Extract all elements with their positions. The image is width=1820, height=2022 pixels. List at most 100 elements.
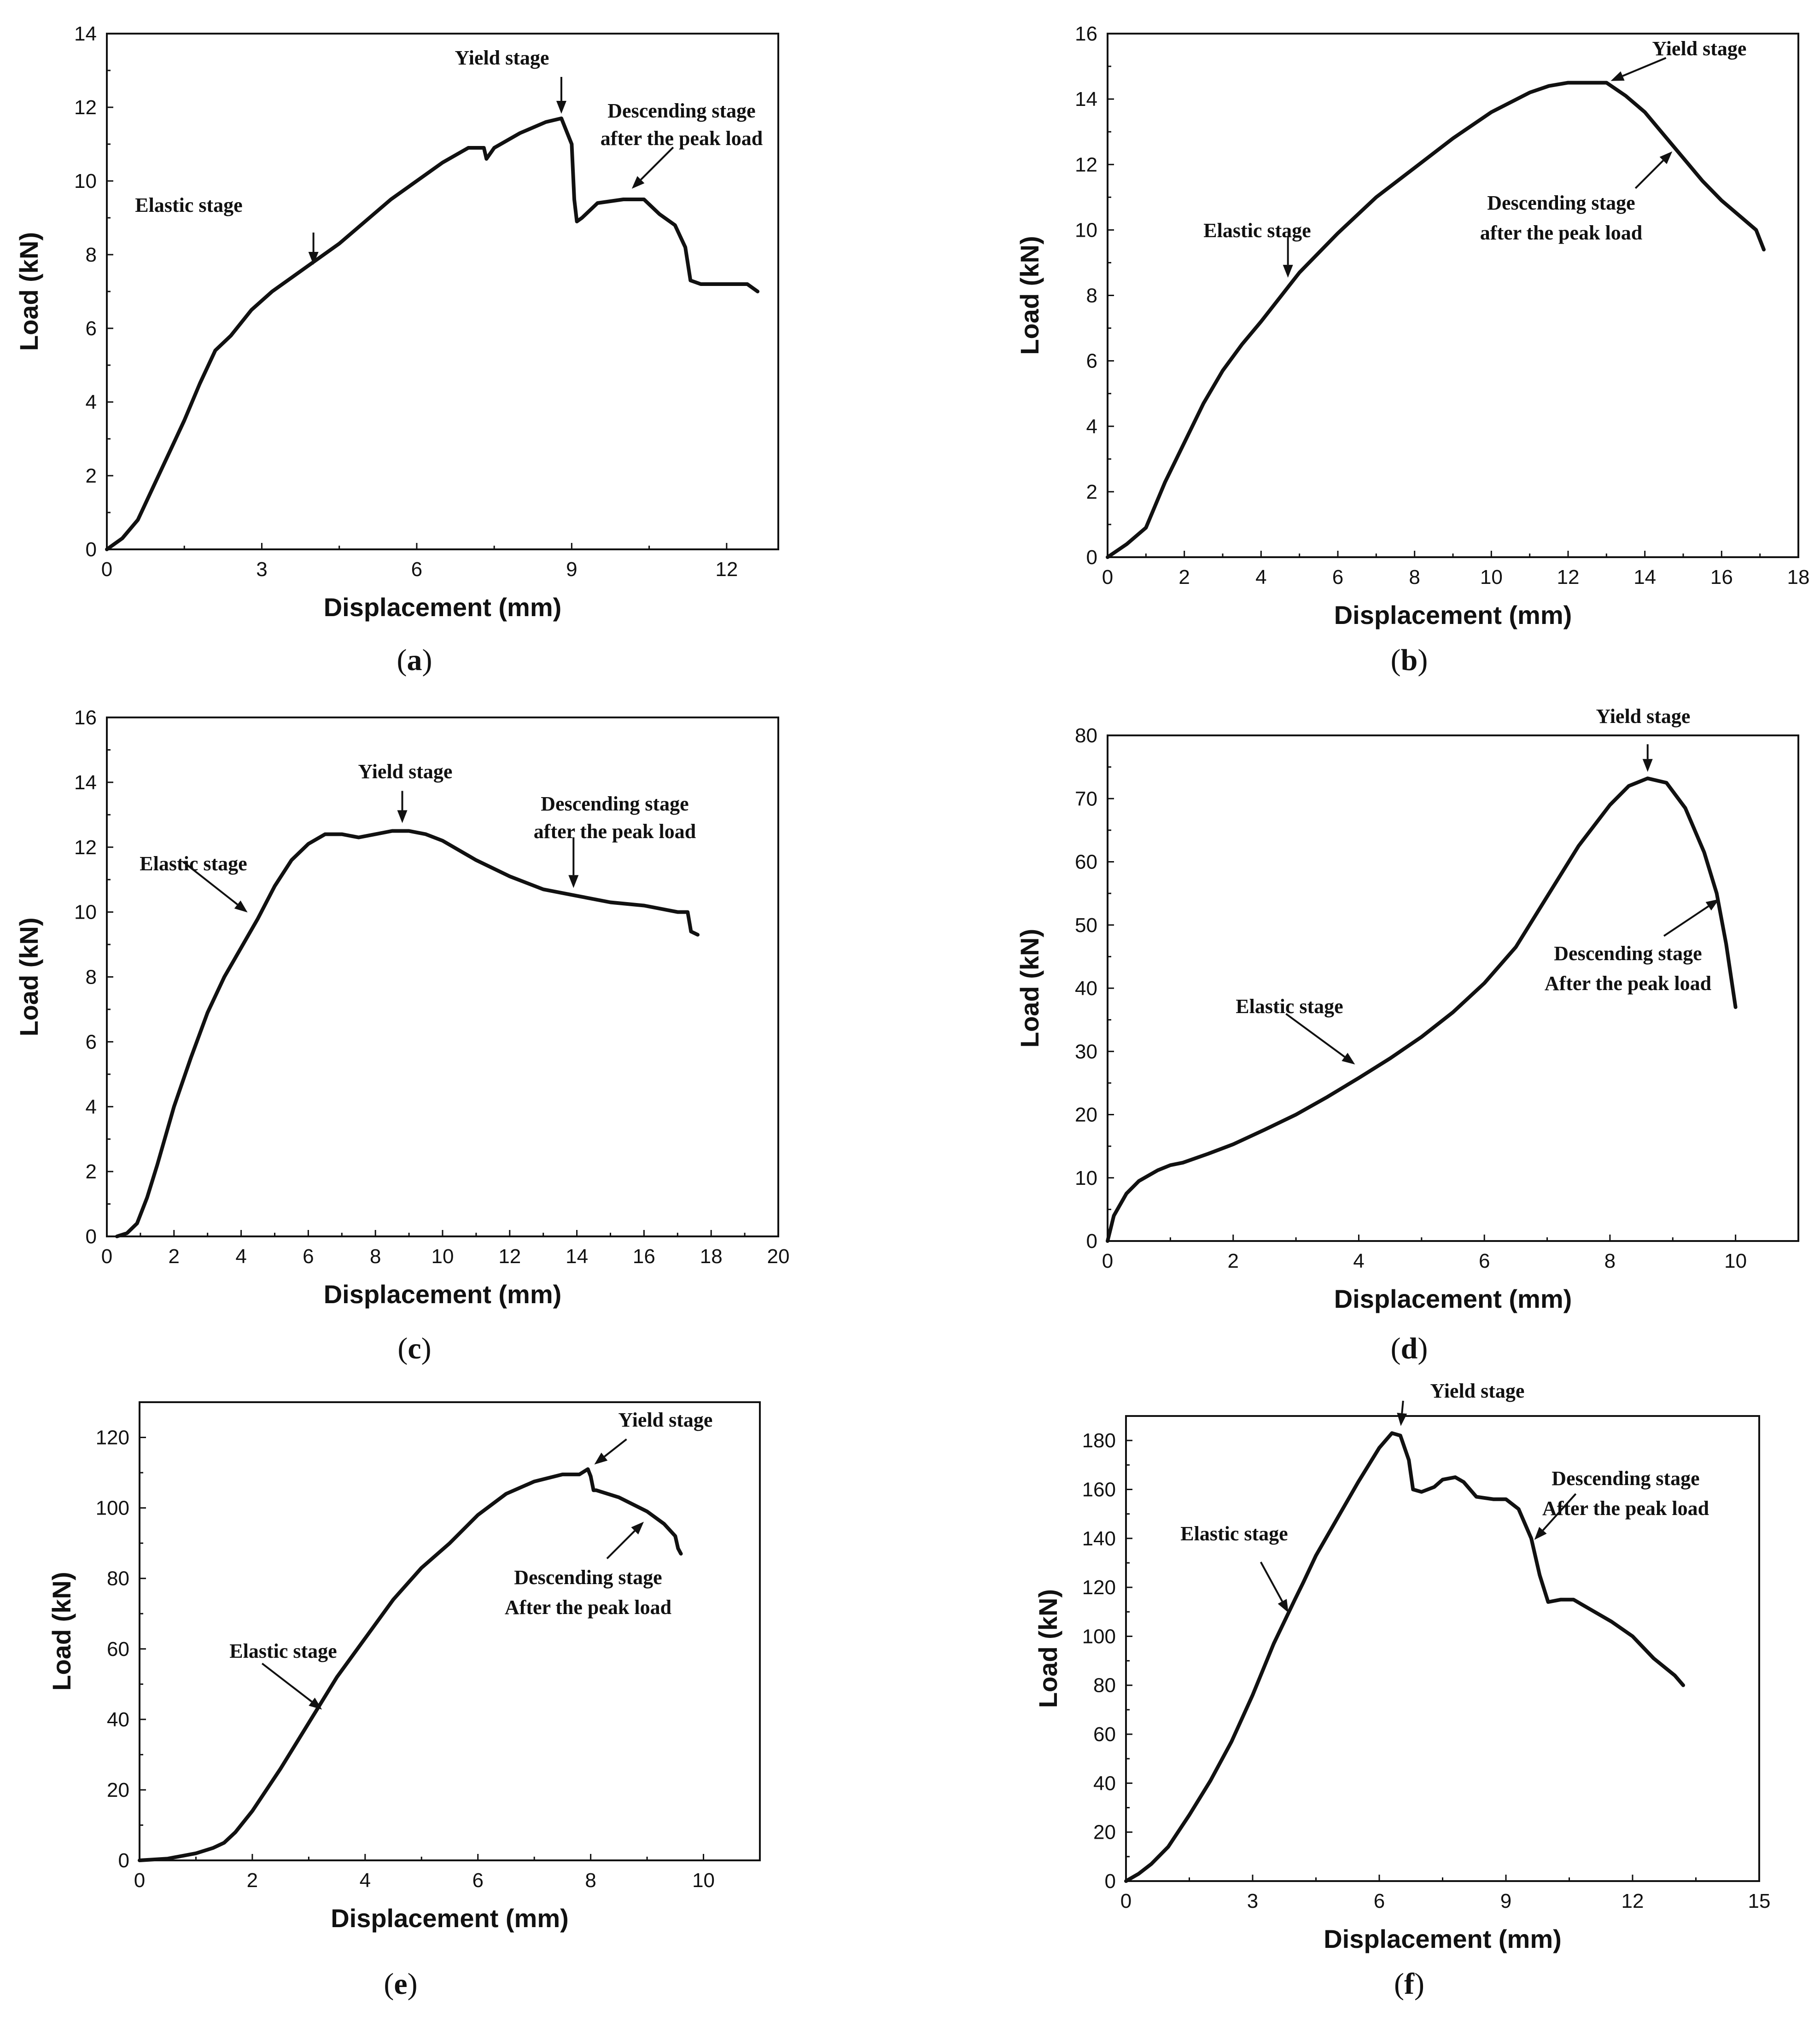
annotation-arrowhead [234,900,248,913]
y-tick-label: 40 [107,1708,129,1731]
x-tick-label: 4 [1255,566,1266,589]
annotation-arrowhead [1283,265,1293,278]
annotation-arrowhead [309,1697,322,1710]
x-tick-label: 12 [715,558,738,581]
x-tick-label: 8 [585,1869,596,1892]
y-axis-label: Load (kN) [1015,929,1044,1048]
annotation-label-line2: after the peak load [534,820,696,843]
y-tick-label: 6 [1086,350,1097,373]
x-tick-label: 6 [411,558,422,581]
y-tick-label: 80 [1075,724,1097,747]
x-tick-label: 16 [633,1245,655,1268]
y-tick-label: 0 [118,1849,129,1872]
y-tick-label: 2 [1086,481,1097,503]
annotation-label: Yield stage [1430,1380,1525,1402]
y-tick-label: 20 [1093,1821,1116,1844]
annotation-arrowhead [1397,1413,1407,1426]
x-axis-label: Displacement (mm) [331,1904,569,1933]
annotation-label-line2: after the peak load [601,127,763,150]
y-tick-label: 10 [74,901,97,924]
y-tick-label: 14 [74,771,97,794]
y-tick-label: 10 [74,170,97,192]
annotation-arrowhead [1642,759,1653,772]
annotation-label: Elastic stage [135,194,242,216]
annotation-arrow [1634,160,1664,189]
y-tick-label: 10 [1075,1167,1097,1189]
x-tick-label: 12 [1557,566,1580,589]
y-tick-label: 70 [1075,787,1097,810]
series-line-load-displacement [1124,1431,1685,1883]
x-tick-label: 0 [101,558,112,581]
x-tick-label: 16 [1710,566,1733,589]
x-tick-label: 15 [1748,1890,1771,1912]
y-tick-label: 20 [1075,1104,1097,1126]
annotation-label: Yield stage [1652,37,1747,60]
annotation-arrow [1663,905,1709,937]
y-tick-label: 4 [1086,415,1097,438]
x-axis-label: Displacement (mm) [1334,600,1572,629]
panel-label: (a) [397,643,432,677]
annotation-arrowhead [568,875,579,888]
annotation-label-line2: After the peak load [505,1596,671,1619]
annotation-label: Elastic stage [1236,995,1343,1018]
y-tick-label: 14 [1075,88,1097,111]
x-tick-label: 4 [360,1869,371,1892]
y-tick-label: 12 [74,96,97,119]
series-line-load-displacement [138,1467,683,1862]
annotation-label: Elastic stage [140,852,247,875]
y-tick-label: 8 [86,966,97,989]
annotation-arrow [604,1438,627,1457]
y-tick-label: 60 [1075,851,1097,874]
y-tick-label: 120 [96,1427,129,1449]
x-tick-label: 10 [1724,1250,1747,1272]
y-tick-label: 30 [1075,1040,1097,1063]
annotation-arrow [640,146,674,181]
y-tick-label: 120 [1082,1576,1116,1599]
annotation-arrow [606,1530,636,1560]
x-axis-label: Displacement (mm) [1334,1284,1572,1313]
y-axis-label: Load (kN) [1033,1589,1062,1708]
x-tick-label: 6 [472,1869,483,1892]
annotation-label: Descending stage [541,792,688,815]
x-tick-label: 2 [169,1245,180,1268]
x-tick-label: 10 [432,1245,454,1268]
y-tick-label: 2 [86,1160,97,1183]
y-tick-label: 180 [1082,1429,1116,1452]
panel-label: (e) [384,1967,417,2001]
y-tick-label: 16 [74,706,97,729]
y-tick-label: 80 [107,1567,129,1590]
x-tick-label: 8 [1604,1250,1616,1272]
annotation-arrowhead [1342,1053,1355,1065]
annotation-arrowhead [1534,1527,1547,1540]
panel-label: (c) [397,1332,431,1365]
annotation-label: Yield stage [618,1409,713,1431]
x-tick-label: 12 [1622,1890,1644,1912]
x-tick-label: 0 [101,1245,112,1268]
annotation-label-line2: After the peak load [1542,1497,1709,1520]
annotation-arrow [1542,1493,1577,1531]
annotation-arrowhead [1705,899,1720,911]
annotation-arrow [1285,1013,1345,1058]
y-tick-label: 6 [86,1031,97,1053]
x-tick-label: 6 [1332,566,1343,589]
x-axis-label: Displacement (mm) [324,1280,562,1309]
annotation-arrowhead [631,1521,644,1535]
annotation-arrowhead [1610,71,1625,81]
x-tick-label: 0 [1120,1890,1132,1912]
x-tick-label: 6 [1479,1250,1490,1272]
x-tick-label: 9 [566,558,577,581]
x-tick-label: 0 [1102,1250,1113,1272]
y-tick-label: 0 [1086,1230,1097,1253]
annotation-label: Descending stage [1554,942,1702,965]
series-line-load-displacement [115,829,700,1238]
annotation-label: Yield stage [455,47,549,69]
annotation-arrowhead [594,1452,608,1465]
y-tick-label: 100 [1082,1625,1116,1648]
x-tick-label: 2 [1227,1250,1238,1272]
y-tick-label: 100 [96,1497,129,1520]
annotation-label: Descending stage [1552,1467,1699,1490]
y-tick-label: 0 [86,538,97,561]
series-line-load-displacement [1106,776,1738,1243]
y-tick-label: 60 [1093,1723,1116,1746]
